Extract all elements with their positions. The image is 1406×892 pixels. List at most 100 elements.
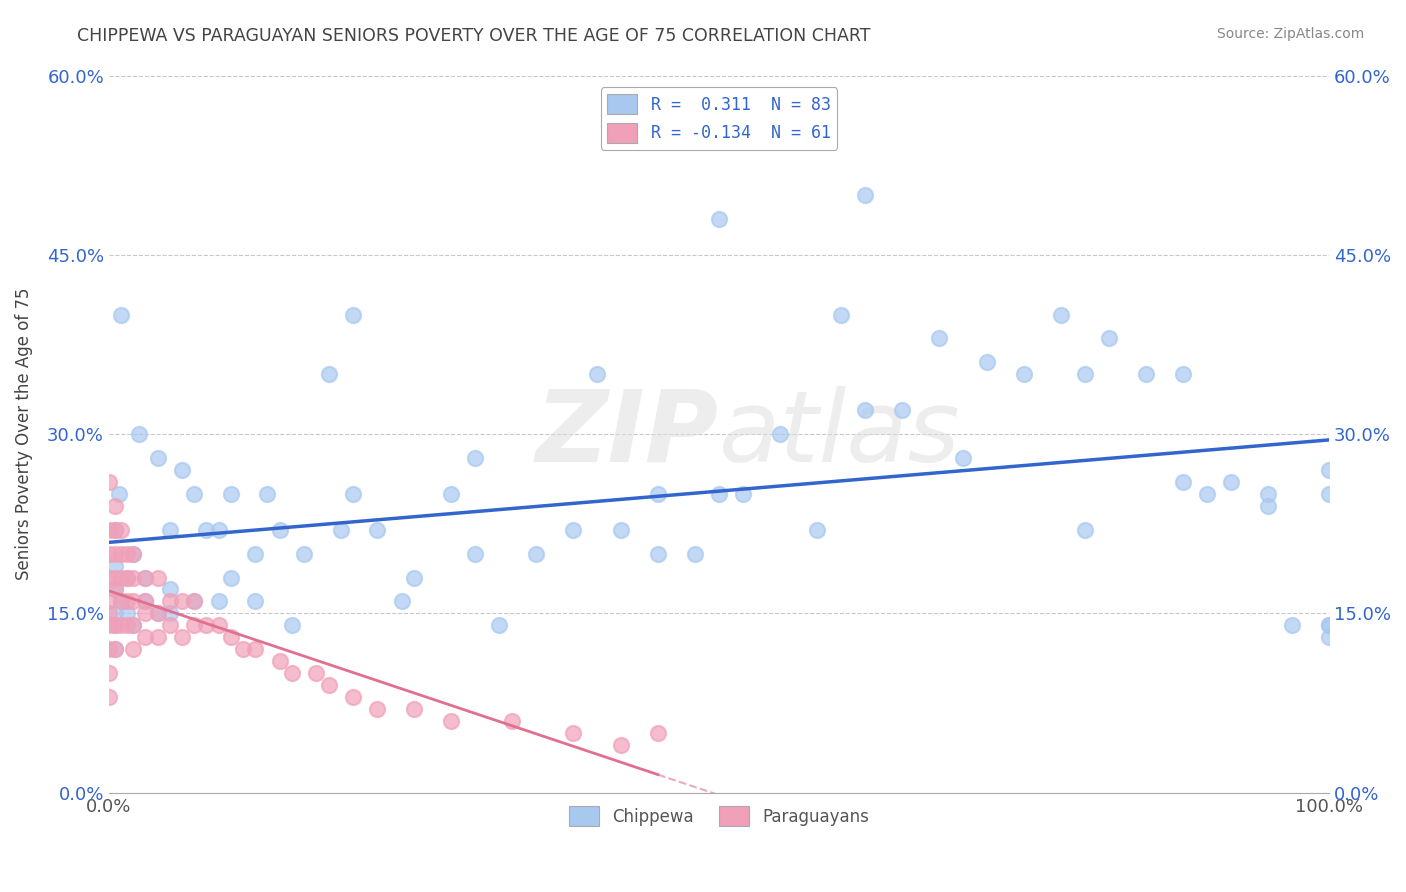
Text: ZIP: ZIP <box>536 385 718 483</box>
Point <box>122 618 145 632</box>
Point <box>853 188 876 202</box>
Point <box>1220 475 1243 489</box>
Point <box>610 523 633 537</box>
Point <box>104 582 127 597</box>
Point <box>104 499 127 513</box>
Point <box>122 547 145 561</box>
Point <box>159 618 181 632</box>
Point <box>318 368 340 382</box>
Point <box>115 594 138 608</box>
Point <box>159 594 181 608</box>
Point <box>342 487 364 501</box>
Point <box>1317 618 1340 632</box>
Point <box>104 618 127 632</box>
Point <box>402 570 425 584</box>
Point <box>134 594 156 608</box>
Point <box>104 547 127 561</box>
Point <box>1257 487 1279 501</box>
Point <box>122 547 145 561</box>
Point <box>97 618 120 632</box>
Point <box>134 570 156 584</box>
Point <box>1171 368 1194 382</box>
Point <box>647 547 669 561</box>
Point <box>806 523 828 537</box>
Point <box>245 594 267 608</box>
Point <box>501 714 523 728</box>
Point <box>104 582 127 597</box>
Point <box>952 450 974 465</box>
Point <box>342 690 364 704</box>
Point <box>219 630 242 644</box>
Point <box>733 487 755 501</box>
Point <box>647 487 669 501</box>
Point <box>107 487 129 501</box>
Point <box>146 607 169 621</box>
Point <box>183 618 205 632</box>
Point <box>683 547 706 561</box>
Point <box>104 523 127 537</box>
Point <box>115 618 138 632</box>
Point <box>245 642 267 657</box>
Point <box>110 594 132 608</box>
Point <box>1098 331 1121 345</box>
Point <box>269 654 291 668</box>
Point <box>366 702 388 716</box>
Point <box>524 547 547 561</box>
Point <box>329 523 352 537</box>
Point <box>586 368 609 382</box>
Point <box>134 570 156 584</box>
Point <box>146 607 169 621</box>
Point <box>1317 463 1340 477</box>
Point <box>1049 308 1071 322</box>
Point <box>342 308 364 322</box>
Point <box>1074 368 1097 382</box>
Point <box>104 523 127 537</box>
Point <box>561 523 583 537</box>
Point <box>104 607 127 621</box>
Point <box>146 570 169 584</box>
Point <box>1317 618 1340 632</box>
Point <box>769 427 792 442</box>
Point <box>183 487 205 501</box>
Point <box>488 618 510 632</box>
Point <box>134 630 156 644</box>
Point <box>122 618 145 632</box>
Point <box>707 211 730 226</box>
Point <box>146 450 169 465</box>
Point <box>232 642 254 657</box>
Point <box>245 547 267 561</box>
Point <box>115 547 138 561</box>
Point <box>366 523 388 537</box>
Point <box>195 523 218 537</box>
Point <box>928 331 950 345</box>
Point <box>159 607 181 621</box>
Point <box>172 594 194 608</box>
Point <box>439 487 461 501</box>
Point <box>159 582 181 597</box>
Point <box>97 475 120 489</box>
Point <box>104 618 127 632</box>
Point <box>439 714 461 728</box>
Point <box>561 726 583 740</box>
Point <box>1317 487 1340 501</box>
Point <box>610 738 633 752</box>
Point <box>183 594 205 608</box>
Point <box>110 308 132 322</box>
Point <box>104 642 127 657</box>
Point <box>110 570 132 584</box>
Point <box>305 666 328 681</box>
Text: atlas: atlas <box>718 385 960 483</box>
Point <box>1012 368 1035 382</box>
Point <box>402 702 425 716</box>
Point <box>159 523 181 537</box>
Point <box>830 308 852 322</box>
Point <box>122 642 145 657</box>
Point <box>281 666 304 681</box>
Point <box>134 594 156 608</box>
Point <box>97 570 120 584</box>
Point <box>104 570 127 584</box>
Point <box>97 523 120 537</box>
Point <box>1171 475 1194 489</box>
Point <box>146 630 169 644</box>
Point <box>464 450 486 465</box>
